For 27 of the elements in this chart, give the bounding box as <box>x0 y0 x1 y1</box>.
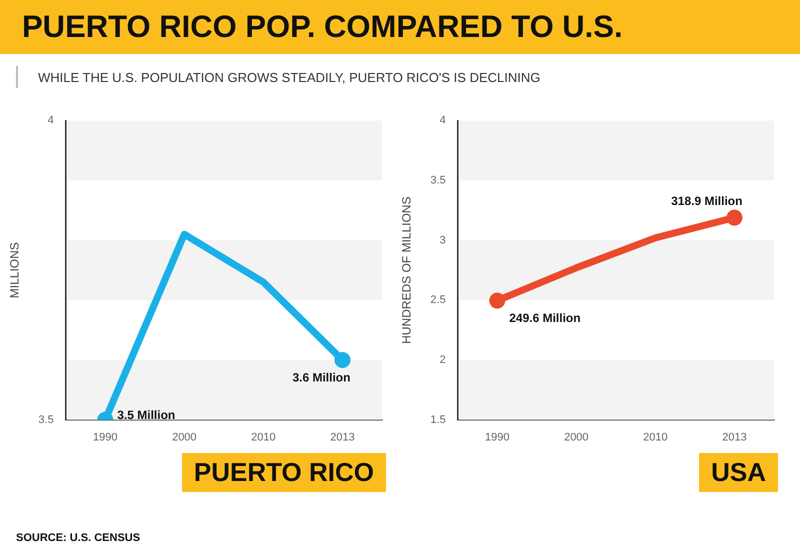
x-tick-label: 1990 <box>484 431 510 444</box>
annotation: 3.5 Million <box>117 408 176 422</box>
text: USA <box>699 453 778 492</box>
y-tick-label: 3.5 <box>430 174 446 186</box>
y-tick-label: 4 <box>440 114 446 127</box>
text: WHILE THE U.S. POPULATION GROWS STEADILY, PUERTO RICO'S IS DECLINING <box>38 70 540 84</box>
y-tick-label: 3.5 <box>38 414 54 426</box>
y-tick-label: 2.5 <box>430 294 446 306</box>
x-tick-label: 2010 <box>251 431 276 444</box>
x-tick-label: 2000 <box>172 431 197 444</box>
y-tick-label: 2 <box>440 354 446 366</box>
text: PUERTO RICO <box>182 453 386 492</box>
x-tick-label: 2010 <box>643 431 668 444</box>
source-note: SOURCE: U.S. CENSUS <box>16 532 140 544</box>
x-tick-label: 2013 <box>330 431 355 444</box>
y-axis-title: MILLIONS <box>8 242 22 298</box>
text: PUERTO RICO POP. COMPARED TO U.S. <box>22 9 623 45</box>
y-tick-label: 3 <box>440 234 446 246</box>
y-tick-label: 4 <box>48 114 54 127</box>
annotation: 318.9 Million <box>671 194 742 208</box>
annotation: 249.6 Million <box>509 310 581 325</box>
y-tick-label: 1.5 <box>430 414 446 426</box>
annotation: 3.6 Million <box>292 370 350 384</box>
x-tick-label: 1990 <box>92 431 118 444</box>
y-axis-title: HUNDREDS OF MILLIONS <box>400 196 414 344</box>
x-tick-label: 2013 <box>722 431 747 444</box>
x-tick-label: 2000 <box>564 431 589 444</box>
